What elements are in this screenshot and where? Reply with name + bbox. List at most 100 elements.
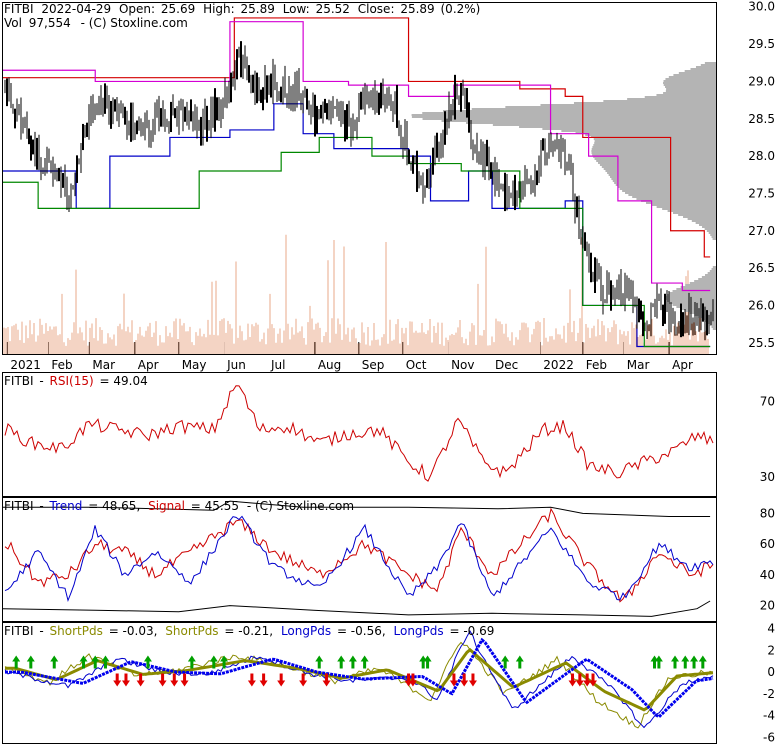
pds-tick-label: -4 [763,709,775,723]
sell-arrow-icon [170,673,179,687]
shortpds-line-2 [5,647,714,712]
month-label: Feb [586,358,607,372]
price-tick-label: 29.0 [748,74,775,88]
trend-header: FITBI - Trend = 48.65, Signal = 45.55 - … [4,499,354,513]
sell-arrow-icon [121,673,130,687]
sell-arrow-icon [299,673,308,687]
sell-arrow-icon [158,673,167,687]
pds-tick-label: -2 [763,687,775,701]
sell-arrow-icon [575,673,584,687]
sell-arrow-icon [180,673,189,687]
price-tick-label: 27.5 [748,186,775,200]
pds-tick-label: 4 [767,621,775,635]
price-panel [2,2,717,355]
pds-tick-label: 0 [767,665,775,679]
buy-arrow-icon [209,655,218,669]
rsi-header: FITBI - RSI(15) = 49.04 [4,374,148,388]
sell-arrow-icon [404,673,413,687]
support-line-blue [3,103,711,348]
buy-arrow-icon [26,655,35,669]
month-label: Apr [672,358,693,372]
trend-tick-label: 60 [760,537,775,551]
sell-arrow-icon [583,673,592,687]
buy-arrow-icon [101,655,110,669]
pds-series [4,630,714,729]
sell-arrow-icon [449,673,458,687]
month-label: May [182,358,207,372]
month-label: Jun [226,358,246,372]
sell-arrow-icon [408,673,417,687]
price-tick-label: 26.5 [748,261,775,275]
resistance-line-red [3,17,711,258]
price-tick-label: 28.0 [748,149,775,163]
buy-arrow-icon [220,655,229,669]
buy-arrow-icon [12,655,21,669]
buy-arrow-icon [337,655,346,669]
rsi-tick-label: 30 [760,470,775,484]
buy-arrow-icon [650,655,659,669]
pds-header: FITBI - ShortPds = -0.03, ShortPds = -0.… [4,624,494,638]
sell-arrow-icon [460,673,469,687]
buy-arrow-icon [671,655,680,669]
month-label: Aug [318,358,341,372]
price-tick-label: 29.5 [748,37,775,51]
volume-header: Vol 97,554 - (C) Stoxline.com [4,16,188,30]
trend-line [4,515,714,603]
resistance-line-magenta [3,21,711,292]
price-series [4,41,714,341]
buy-arrow-icon [79,655,88,669]
price-tick-label: 25.5 [748,336,775,350]
trend-envelope-upper [3,500,711,517]
trend-envelope-lower [2,600,711,617]
pds-panel [2,622,717,744]
buy-arrow-icon [423,655,432,669]
trend-signal-series [2,500,714,617]
sell-arrow-icon [247,673,256,687]
trend-tick-label: 80 [760,506,775,520]
sell-arrow-icon [113,673,122,687]
support-resistance-lines [3,17,711,348]
rsi-panel [2,372,717,497]
month-label: Oct [406,358,427,372]
sell-arrow-icon [468,673,477,687]
price-tick-label: 30.0 [748,0,775,14]
trend-tick-label: 40 [760,568,775,582]
sell-arrow-icon [136,673,145,687]
buy-arrow-icon [698,655,707,669]
buy-arrow-icon [91,655,100,669]
rsi-tick-label: 70 [760,394,775,408]
longpds-line-2 [5,637,714,719]
sell-arrow-icon [259,673,268,687]
month-label: Feb [51,358,72,372]
month-label: 2021 [10,358,41,372]
buy-arrow-icon [360,655,369,669]
rsi-series [4,385,714,482]
buy-arrow-icon [143,655,152,669]
buy-arrow-icon [50,655,59,669]
signal-line [4,507,714,603]
buy-arrow-icon [501,655,510,669]
month-label: Jul [270,358,285,372]
buy-arrow-icon [419,655,428,669]
month-label: Nov [451,358,474,372]
month-label: Mar [627,358,650,372]
price-tick-label: 27.0 [748,224,775,238]
volume-bars [3,234,709,354]
support-line-green [3,136,711,348]
trend-tick-label: 20 [760,599,775,613]
price-tick-label: 26.0 [748,298,775,312]
month-label: Apr [138,358,159,372]
trend-panel [2,497,717,622]
buy-arrow-icon [681,655,690,669]
buy-arrow-icon [315,655,324,669]
buy-arrow-icon [654,655,663,669]
month-label: Mar [92,358,115,372]
price-tick-label: 28.5 [748,112,775,126]
rsi-line [4,385,714,482]
month-label: Dec [495,358,518,372]
month-label: Sep [362,358,385,372]
buy-arrow-icon [690,655,699,669]
sell-arrow-icon [589,673,598,687]
buy-arrow-icon [515,655,524,669]
